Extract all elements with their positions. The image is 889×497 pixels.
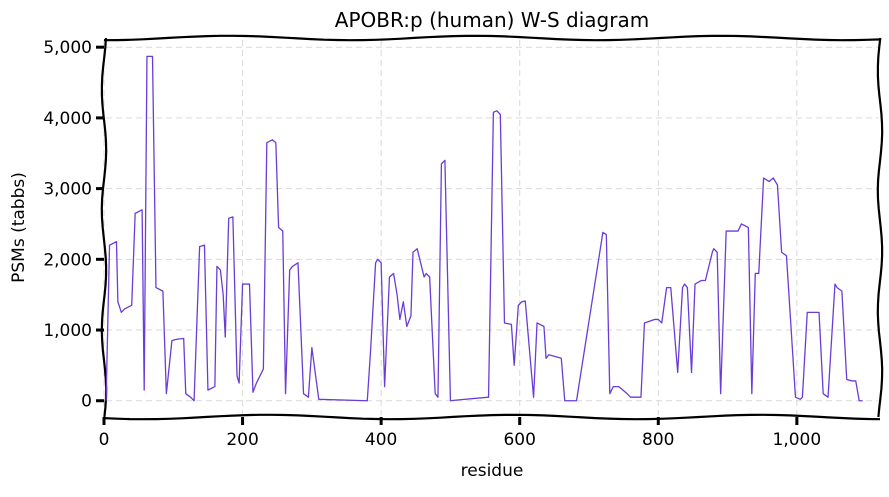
x-axis-title: residue xyxy=(461,461,524,481)
x-tick-label: 200 xyxy=(226,430,258,450)
y-tick-label: 5,000 xyxy=(43,38,92,58)
x-axis: 0 200 400 600 800 1,000 xyxy=(99,417,822,450)
chart-title: APOBR:p (human) W-S diagram xyxy=(335,8,649,32)
x-tick-label: 400 xyxy=(365,430,397,450)
y-axis-title: PSMs (tabbs) xyxy=(9,172,29,283)
x-tick-label: 0 xyxy=(99,430,110,450)
y-tick-label: 0 xyxy=(81,392,92,412)
y-tick-label: 4,000 xyxy=(43,109,92,129)
x-tick-label: 600 xyxy=(503,430,535,450)
y-tick-label: 3,000 xyxy=(43,180,92,200)
y-tick-label: 1,000 xyxy=(43,321,92,341)
plot-frame xyxy=(100,34,884,421)
series-line-0 xyxy=(105,55,863,402)
x-tick-label: 1,000 xyxy=(773,430,822,450)
y-tick-label: 2,000 xyxy=(43,250,92,270)
y-axis: 0 1,000 2,000 3,000 4,000 5,000 xyxy=(43,38,104,412)
marks xyxy=(105,55,863,402)
x-tick-label: 800 xyxy=(642,430,674,450)
